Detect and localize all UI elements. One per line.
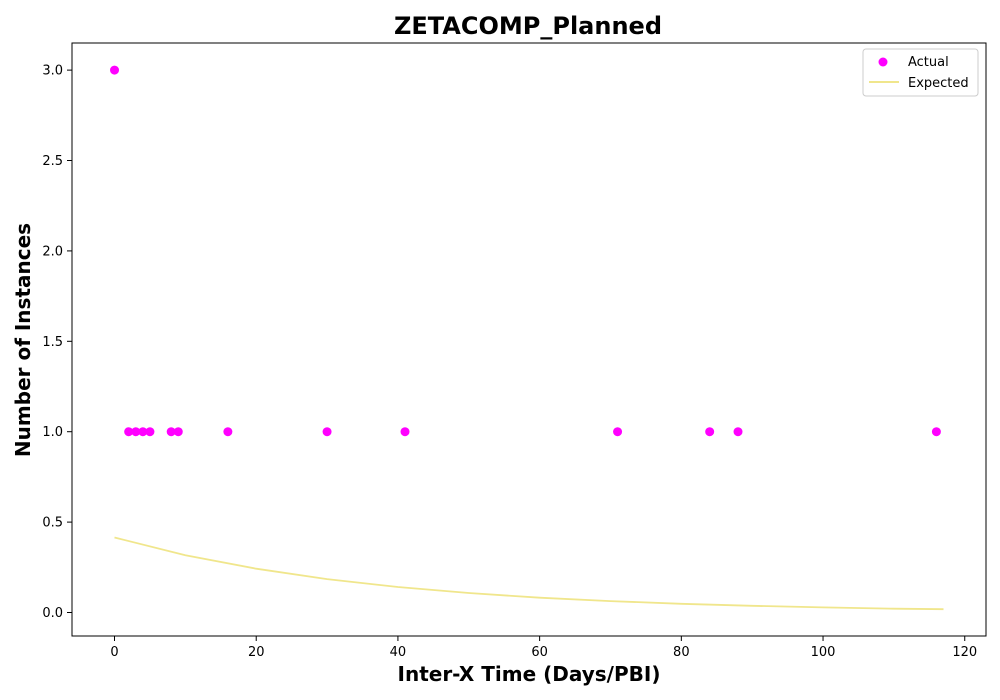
y-tick-label: 1.0: [42, 425, 63, 440]
legend-actual-label: Actual: [908, 55, 949, 70]
actual-point: [124, 427, 134, 437]
actual-point: [733, 427, 743, 437]
actual-point: [223, 427, 233, 437]
actual-point: [166, 427, 176, 437]
actual-point: [322, 427, 332, 437]
y-tick-label: 1.5: [42, 335, 63, 350]
chart-title: ZETACOMP_Planned: [394, 12, 662, 40]
actual-point: [138, 427, 148, 437]
y-tick-label: 0.0: [42, 606, 63, 621]
x-tick-label: 100: [811, 645, 836, 660]
x-tick-label: 40: [390, 645, 407, 660]
y-axis-title: Number of Instances: [11, 223, 35, 457]
actual-point: [400, 427, 410, 437]
actual-point: [131, 427, 141, 437]
expected-line: [114, 536, 944, 611]
x-axis-ticks: 0 20 40 60 80 100 120: [110, 636, 977, 660]
x-tick-label: 20: [248, 645, 265, 660]
x-tick-label: 120: [952, 645, 977, 660]
actual-point: [705, 427, 715, 437]
actual-point: [613, 427, 623, 437]
x-axis-title: Inter-X Time (Days/PBI): [398, 662, 661, 686]
legend-box: [862, 48, 979, 97]
y-tick-label: 2.5: [42, 154, 63, 169]
y-tick-label: 0.5: [42, 516, 63, 531]
legend-expected-label: Expected: [908, 76, 969, 91]
x-tick-label: 60: [531, 645, 548, 660]
x-tick-label: 0: [110, 645, 118, 660]
actual-point: [173, 427, 183, 437]
x-tick-label: 80: [673, 645, 690, 660]
y-tick-label: 3.0: [42, 64, 63, 79]
actual-point: [931, 427, 941, 437]
legend-actual-marker: [878, 57, 888, 67]
series-layer: [110, 65, 944, 611]
legend: Actual Expected: [862, 48, 979, 97]
actual-point: [110, 65, 120, 75]
actual-point: [145, 427, 155, 437]
y-tick-label: 2.0: [42, 244, 63, 259]
plot-frame: [71, 42, 987, 637]
y-axis-ticks: 0.0 0.5 1.0 1.5 2.0 2.5 3.0: [42, 64, 72, 621]
